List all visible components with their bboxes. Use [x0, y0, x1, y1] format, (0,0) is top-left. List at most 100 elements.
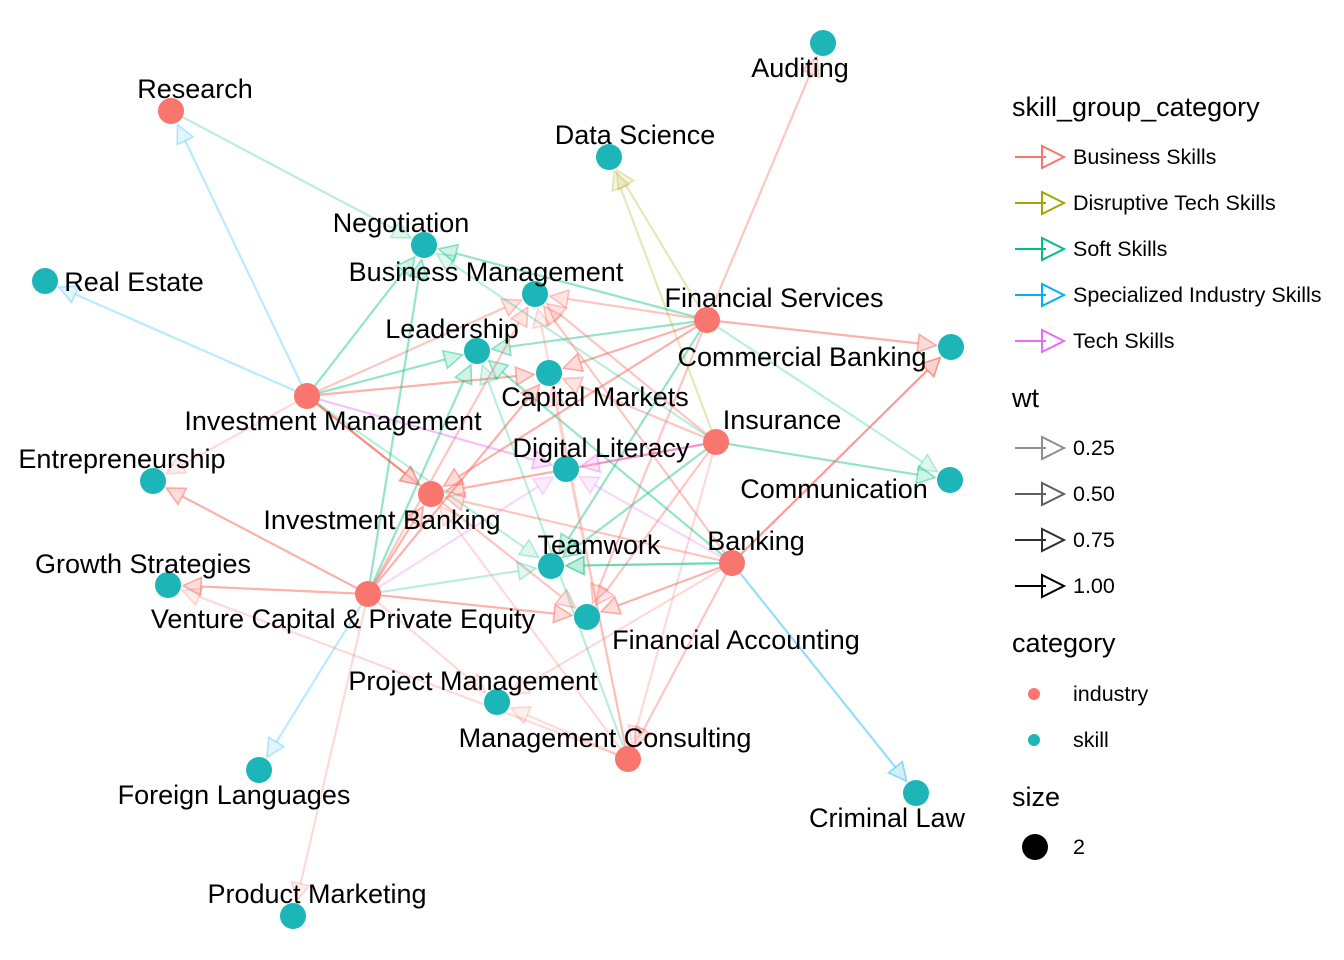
- label-management-consulting: Management Consulting: [459, 723, 752, 753]
- node-commercial-banking: [938, 334, 964, 360]
- node-layer: [32, 30, 964, 929]
- label-communication: Communication: [740, 474, 928, 504]
- edge-financial-services-to-business-management: [548, 288, 708, 322]
- label-project-management: Project Management: [348, 666, 598, 696]
- edge-venture-capital-and-private-equity-to-business-management: [367, 305, 529, 595]
- node-real-estate: [32, 268, 58, 294]
- label-insurance: Insurance: [723, 405, 842, 435]
- label-banking: Banking: [707, 526, 805, 556]
- edge-banking-to-leadership: [487, 359, 733, 564]
- legend-key-soft-skills: [1015, 236, 1067, 262]
- edge-financial-services-to-data-science: [615, 168, 708, 321]
- node-insurance: [703, 429, 729, 455]
- legend-label-business-skills: Business Skills: [1073, 145, 1216, 169]
- edge-venture-capital-and-private-equity-to-financial-accounting: [367, 592, 574, 624]
- node-communication: [937, 467, 963, 493]
- edge-banking-to-commercial-banking: [731, 356, 942, 564]
- edge-financial-services-to-capital-markets: [561, 318, 708, 373]
- edge-venture-capital-and-private-equity-to-investment-banking: [367, 505, 424, 595]
- node-research: [158, 98, 184, 124]
- edge-venture-capital-and-private-equity-to-growth-strategies: [181, 576, 369, 597]
- label-negotiation: Negotiation: [333, 208, 470, 238]
- legend-key-wt-0-50: [1015, 481, 1067, 507]
- edge-venture-capital-and-private-equity-to-negotiation: [366, 258, 429, 595]
- edge-management-consulting-to-project-management: [509, 706, 629, 761]
- legend-key-wt-0-25: [1015, 435, 1067, 461]
- node-negotiation: [411, 232, 437, 258]
- node-entrepreneurship: [140, 468, 166, 494]
- node-data-science: [596, 144, 622, 170]
- label-product-marketing: Product Marketing: [207, 879, 426, 909]
- label-business-management: Business Management: [349, 257, 624, 287]
- legend-key-disruptive-tech-skills: [1015, 190, 1067, 216]
- node-digital-literacy: [553, 456, 579, 482]
- edge-financial-services-to-negotiation: [436, 243, 708, 322]
- label-financial-accounting: Financial Accounting: [612, 625, 860, 655]
- legend-label-soft-skills: Soft Skills: [1073, 237, 1167, 261]
- legend-key-skill: [1028, 734, 1040, 746]
- edge-insurance-to-communication: [715, 440, 937, 485]
- label-commercial-banking: Commercial Banking: [677, 342, 926, 372]
- edge-banking-to-criminal-law: [731, 562, 908, 783]
- label-foreign-languages: Foreign Languages: [118, 780, 351, 810]
- edge-investment-management-to-entrepreneurship: [164, 395, 308, 475]
- legend-title-category: category: [1012, 628, 1116, 658]
- legend-key-business-skills: [1015, 144, 1067, 170]
- legend-title-size: size: [1012, 782, 1060, 812]
- node-foreign-languages: [246, 757, 272, 783]
- edge-investment-management-to-research: [176, 122, 308, 397]
- legend-label-wt-0-25: 0.25: [1073, 436, 1115, 460]
- node-banking: [719, 550, 745, 576]
- label-teamwork: Teamwork: [537, 530, 661, 560]
- node-auditing: [810, 30, 836, 56]
- edge-management-consulting-to-business-management: [531, 306, 630, 760]
- node-financial-accounting: [574, 604, 600, 630]
- edge-venture-capital-and-private-equity-to-product-marketing: [290, 593, 370, 904]
- node-investment-management: [294, 383, 320, 409]
- edge-insurance-to-capital-markets: [561, 376, 717, 444]
- label-research: Research: [137, 74, 253, 104]
- label-data-science: Data Science: [555, 120, 716, 150]
- edge-financial-services-to-commercial-banking: [706, 318, 938, 354]
- edge-financial-services-to-teamwork: [558, 319, 708, 555]
- edge-venture-capital-and-private-equity-to-foreign-languages: [265, 593, 369, 759]
- legend-key-wt-1-00: [1015, 573, 1067, 599]
- edge-banking-to-teamwork: [564, 555, 733, 576]
- node-criminal-law: [903, 780, 929, 806]
- label-real-estate: Real Estate: [64, 267, 204, 297]
- edge-banking-to-project-management: [508, 562, 733, 696]
- edge-investment-management-to-leadership: [306, 349, 465, 398]
- legend-label-specialized-industry-skills: Specialized Industry Skills: [1073, 283, 1322, 307]
- label-capital-markets: Capital Markets: [501, 382, 689, 412]
- edge-investment-management-to-teamwork: [306, 395, 541, 559]
- legend-key-specialized-industry-skills: [1015, 282, 1067, 308]
- edge-investment-management-to-digital-literacy: [306, 394, 554, 470]
- node-teamwork: [538, 553, 564, 579]
- edge-investment-management-to-investment-banking: [306, 395, 421, 486]
- edge-venture-capital-and-private-equity-to-entrepreneurship: [164, 487, 369, 595]
- edge-insurance-to-teamwork: [561, 441, 717, 559]
- legend-label-tech-skills: Tech Skills: [1073, 329, 1175, 353]
- edge-banking-to-financial-accounting: [599, 561, 733, 615]
- legend-label-disruptive-tech-skills: Disruptive Tech Skills: [1073, 191, 1276, 215]
- node-project-management: [484, 689, 510, 715]
- legend: skill_group_category Business Skills Disru…: [1011, 92, 1322, 860]
- label-investment-banking: Investment Banking: [263, 505, 500, 535]
- node-growth-strategies: [155, 572, 181, 598]
- label-entrepreneurship: Entrepreneurship: [18, 444, 225, 474]
- node-investment-banking: [418, 481, 444, 507]
- label-criminal-law: Criminal Law: [809, 803, 966, 833]
- legend-label-wt-0-75: 0.75: [1073, 528, 1115, 552]
- edge-insurance-to-digital-literacy: [579, 440, 717, 474]
- legend-key-industry: [1028, 688, 1040, 700]
- edge-management-consulting-to-growth-strategies: [180, 587, 629, 761]
- label-growth-strategies: Growth Strategies: [35, 549, 251, 579]
- label-digital-literacy: Digital Literacy: [512, 433, 690, 463]
- edge-venture-capital-and-private-equity-to-teamwork: [367, 560, 538, 596]
- legend-label-wt-0-50: 0.50: [1073, 482, 1115, 506]
- legend-key-size-2: [1022, 834, 1048, 860]
- edge-financial-services-to-leadership: [490, 318, 708, 357]
- legend-key-wt-0-75: [1015, 527, 1067, 553]
- label-auditing: Auditing: [751, 53, 849, 83]
